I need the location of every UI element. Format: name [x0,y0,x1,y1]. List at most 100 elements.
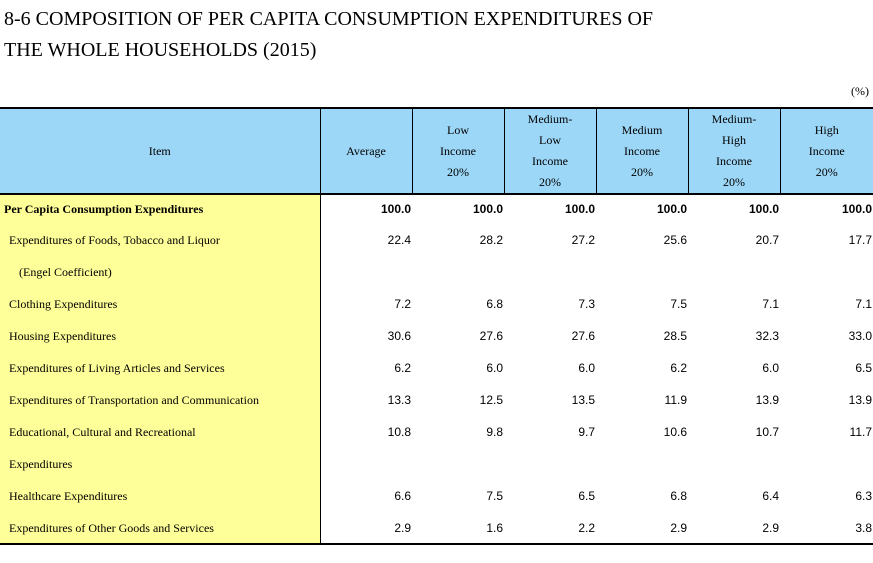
row-label: Expenditures [0,450,321,482]
cell-value: 6.0 [762,361,779,375]
cell-value: 100.0 [841,202,872,216]
cell-value: 11.7 [849,425,872,439]
cell-value: 6.2 [670,361,687,375]
table-row: Expenditures [0,450,873,482]
cell-value: 100.0 [380,202,411,216]
header-medium-income: Medium Income 20% [595,107,688,195]
cell-value: 7.5 [486,489,503,503]
header-item: Item [0,107,320,195]
cell-value: 6.8 [486,297,503,311]
title-line-2: THE WHOLE HOUSEHOLDS (2015) [4,39,317,61]
cell-value: 100.0 [656,202,687,216]
cell-value: 6.8 [670,489,687,503]
consumption-table: Item Average Low Income 20% Medium- Low Inco… [0,107,873,545]
cell-value: 3.8 [780,514,873,545]
cell-value [596,450,688,482]
cell-value: 2.9 [320,514,412,545]
row-label: (Engel Coefficient) [0,258,321,290]
cell-value: 6.6 [394,489,411,503]
cell-value [780,258,873,290]
cell-value: 28.2 [479,233,503,247]
cell-value: 13.9 [755,393,779,407]
cell-value: 10.8 [387,425,411,439]
table-row: Expenditures of Transportation and Commu… [0,386,873,418]
cell-value: 6.3 [855,489,872,503]
header-high-income: High Income 20% [779,107,873,195]
cell-value: 27.2 [571,233,595,247]
cell-value: 32.3 [755,329,779,343]
table-row: Expenditures of Foods, Tobacco and Liquo… [0,226,873,258]
row-label: Expenditures of Foods, Tobacco and Liquo… [0,226,321,258]
row-label: Clothing Expenditures [0,290,321,322]
row-label: Housing Expenditures [0,322,321,354]
cell-value: 27.6 [479,329,503,343]
row-label: Expenditures of Living Articles and Serv… [0,354,321,386]
cell-value: 13.3 [387,393,411,407]
header-average: Average [319,107,412,195]
cell-value: 33.0 [848,329,872,343]
cell-value [504,450,596,482]
cell-value: 27.6 [571,329,595,343]
cell-value: 30.6 [387,329,411,343]
cell-value: 10.6 [663,425,687,439]
header-medium-low-income: Medium- Low Income 20% [503,107,596,195]
table-row: Healthcare Expenditures 6.6 7.5 6.5 6.8 … [0,482,873,514]
cell-value: 2.9 [688,514,780,545]
table-row: Per Capita Consumption Expenditures 100.… [0,194,873,226]
cell-value: 100.0 [564,202,595,216]
cell-value: 17.7 [848,233,872,247]
row-label: Healthcare Expenditures [0,482,321,514]
cell-value: 6.4 [762,489,779,503]
cell-value: 6.0 [486,361,503,375]
cell-value: 22.4 [387,233,411,247]
unit-label: (%) [851,84,869,98]
cell-value: 6.5 [578,489,595,503]
cell-value: 9.7 [578,425,595,439]
title-line-1: 8-6 COMPOSITION OF PER CAPITA CONSUMPTIO… [4,8,654,30]
cell-value: 7.1 [855,297,872,311]
cell-value: 9.8 [486,425,503,439]
cell-value [688,450,780,482]
cell-value [320,450,412,482]
cell-value: 12.5 [479,393,503,407]
cell-value: 100.0 [748,202,779,216]
cell-value: 13.9 [848,393,872,407]
cell-value: 7.3 [578,297,595,311]
row-label: Per Capita Consumption Expenditures [0,194,321,226]
cell-value: 11.9 [664,393,687,407]
cell-value: 7.1 [762,297,779,311]
cell-value: 7.2 [394,297,411,311]
cell-value [780,450,873,482]
cell-value: 25.6 [663,233,687,247]
header-medium-high-income: Medium- High Income 20% [687,107,780,195]
cell-value [412,258,504,290]
table-row: Expenditures of Other Goods and Services… [0,514,873,545]
cell-value: 28.5 [663,329,687,343]
table-row: Educational, Cultural and Recreational 1… [0,418,873,450]
cell-value [596,258,688,290]
cell-value [412,450,504,482]
cell-value: 6.5 [855,361,872,375]
table-row: Clothing Expenditures 7.2 6.8 7.3 7.5 7.… [0,290,873,322]
table-row: Expenditures of Living Articles and Serv… [0,354,873,386]
cell-value: 7.5 [670,297,687,311]
header-row: Item Average Low Income 20% Medium- Low Inco… [0,107,873,195]
cell-value: 13.5 [571,393,595,407]
cell-value [688,258,780,290]
cell-value: 20.7 [755,233,779,247]
cell-value [504,258,596,290]
cell-value: 2.9 [596,514,688,545]
cell-value [320,258,412,290]
cell-value: 1.6 [412,514,504,545]
cell-value: 6.0 [578,361,595,375]
page-title: 8-6 COMPOSITION OF PER CAPITA CONSUMPTIO… [4,4,653,66]
cell-value: 6.2 [394,361,411,375]
table-row: Housing Expenditures 30.6 27.6 27.6 28.5… [0,322,873,354]
cell-value: 100.0 [472,202,503,216]
table-row: (Engel Coefficient) [0,258,873,290]
cell-value: 10.7 [755,425,779,439]
header-low-income: Low Income 20% [411,107,504,195]
cell-value: 2.2 [504,514,596,545]
row-label: Expenditures of Transportation and Commu… [0,386,321,418]
row-label: Educational, Cultural and Recreational [0,418,321,450]
